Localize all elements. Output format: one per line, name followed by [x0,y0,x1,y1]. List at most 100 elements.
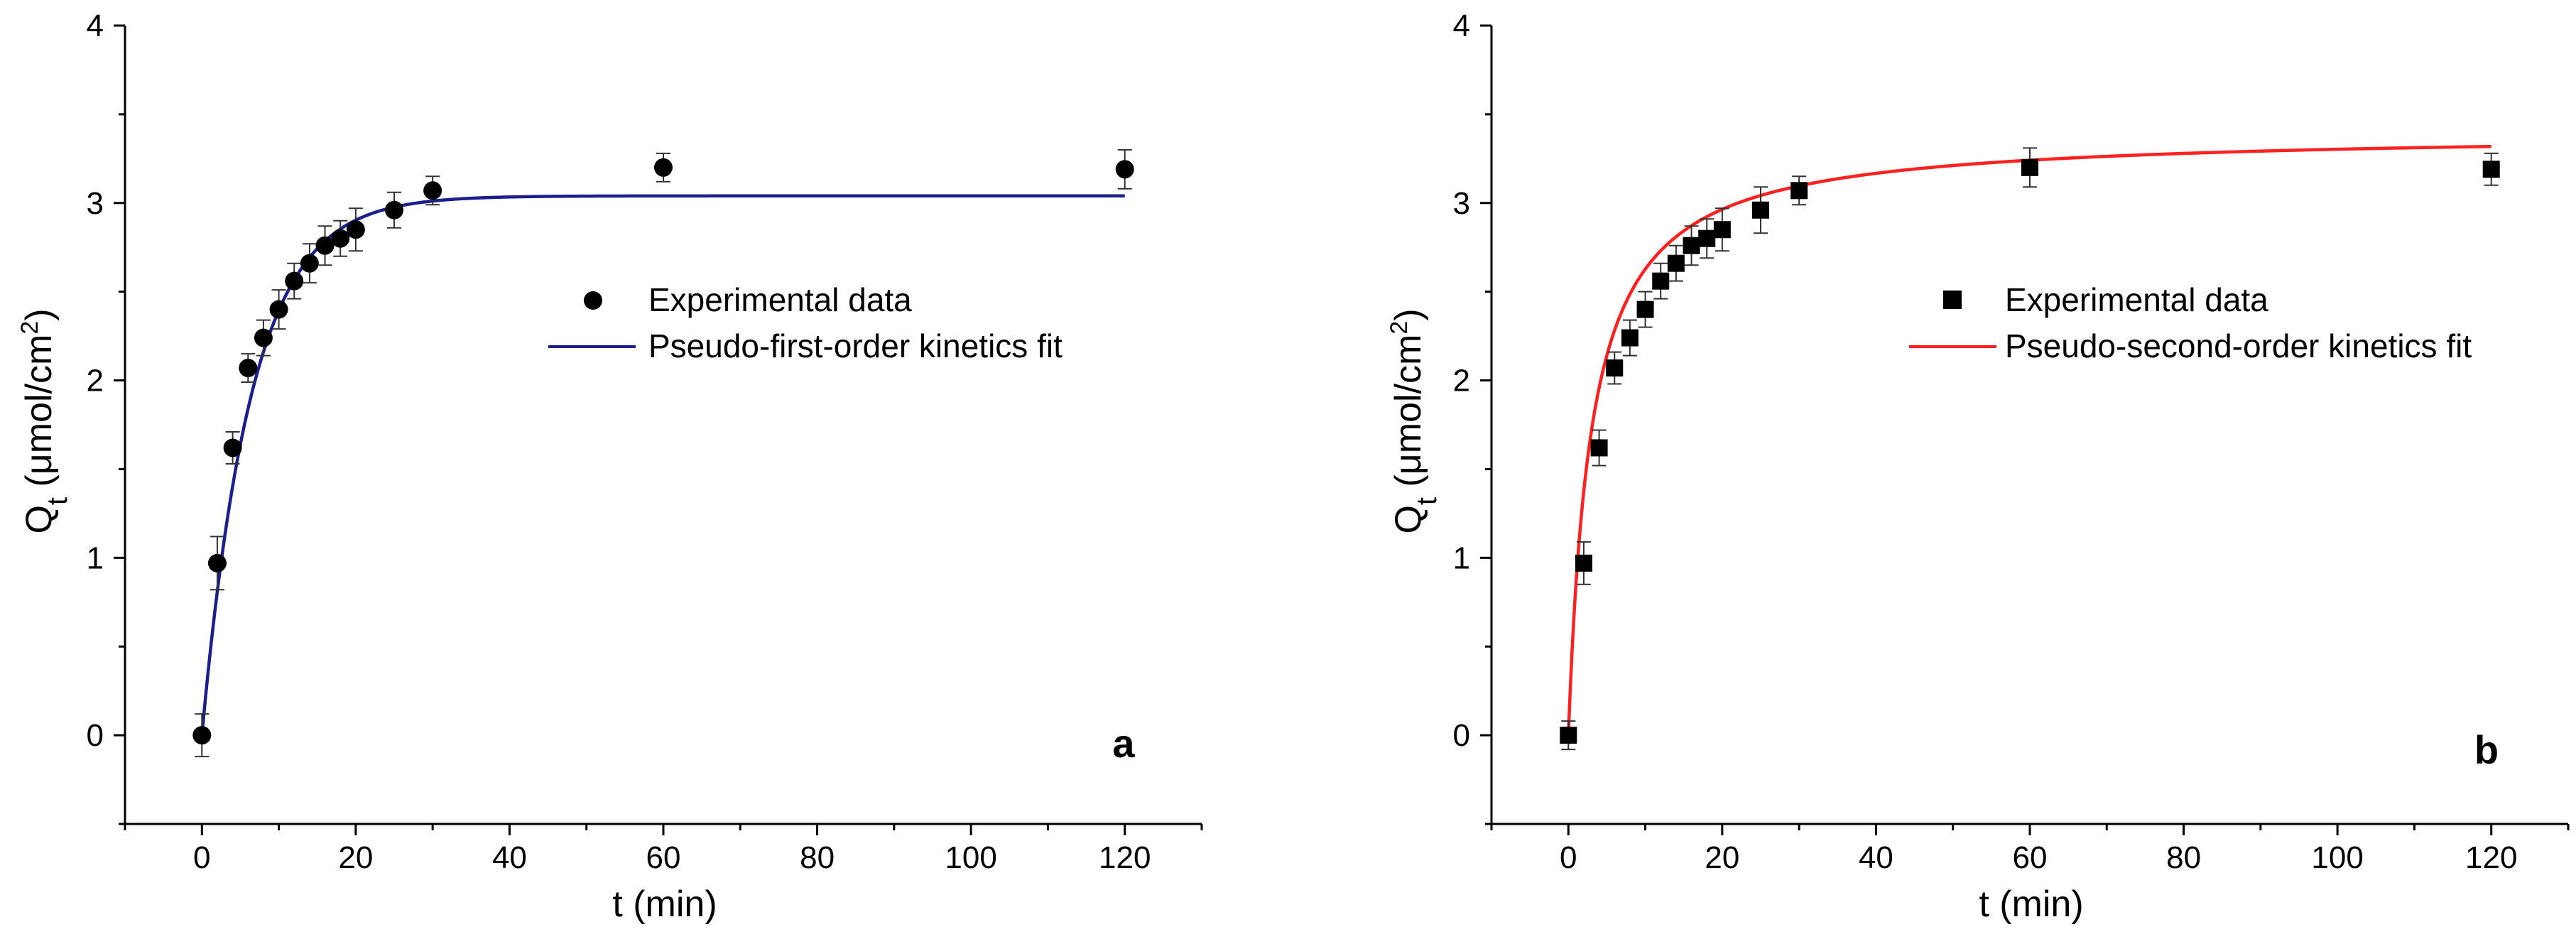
panel-b-y-title-base: Q [1388,505,1429,533]
panel-a-y-title-unit: (μmol/cm [18,335,60,497]
panel-a-data-point [192,713,212,758]
panel-b-data-point [1683,225,1700,266]
panel-b-legend: Experimental data Pseudo-second-order ki… [1909,281,2472,364]
panel-b-marker [1713,221,1731,239]
panel-b-data-point [1621,319,1638,357]
panel-a-fit-curve [200,194,1125,736]
panel-a-legend-marker-icon [584,291,602,310]
panel-a-data-point [207,536,227,591]
panel-a-data-point [239,353,258,384]
panel-b-marker [1683,237,1700,254]
panel-b-marker [1667,254,1685,272]
panel-b-marker [1752,201,1769,219]
panel-b-x-tick-label: 80 [2166,840,2201,875]
panel-a-data-point [331,219,350,257]
panel-a-axes: 0 20 40 60 80 100 120 0 1 2 3 4 [87,9,1203,875]
panel-b-legend-entry-fit: Pseudo-second-order kinetics fit [2005,327,2472,364]
panel-a-fit-layer [200,194,1125,736]
panel-b-x-tick-label: 0 [1560,840,1577,875]
panel-b-marker [1575,554,1592,572]
panel-a-marker [315,236,335,255]
panel-b-data-point [1667,244,1685,282]
panel-b-y-tick-label: 3 [1453,186,1470,221]
panel-a-marker [423,181,442,200]
panel-b-data-point [1636,291,1654,328]
panel-b-marker [2482,161,2500,178]
panel-a: 0 20 40 60 80 100 120 0 1 2 3 4 Experimental data P… [16,9,1203,925]
panel-a-y-tick-label: 2 [87,364,104,398]
panel-b-legend-entry-data: Experimental data [2005,281,2268,318]
panel-a-data-point [300,243,319,284]
panel-a-label: a [1112,721,1135,766]
panel-b-y-tick-label: 2 [1453,364,1470,398]
panel-a-marker [223,438,242,457]
panel-b-x-tick-label: 40 [1859,840,1893,875]
panel-a-x-axis-title: t (min) [612,884,717,925]
panel-a-data-point [423,175,442,206]
panel-b-marker [1560,727,1577,744]
panel-b-y-title-unit: (μmol/cm [1388,335,1429,497]
panel-b-x-axis-title: t (min) [1979,884,2083,925]
panel-b-data-point [1606,351,1624,385]
panel-a-marker [239,359,258,378]
panel-a-data-point [385,191,403,229]
panel-a-data-point [346,207,365,252]
panel-a-marker [654,158,673,177]
panel-a-data-point [654,152,673,183]
panel-b-data-point [2482,152,2500,186]
panel-a-x-tick-label: 20 [338,840,373,875]
panel-a-y-title-close: ) [18,308,60,320]
panel-b-x-tick-label: 120 [2465,840,2517,875]
panel-a-data-point [269,289,288,330]
panel-b-x-tick-label: 100 [2311,840,2363,875]
panel-a-marker [331,229,350,248]
panel-b-data-point [1575,541,1592,585]
panel-a-marker [269,300,288,319]
panel-a-x-tick-label: 40 [492,840,527,875]
panel-a-data-point [254,319,273,357]
panel-a-data-point [315,225,335,266]
panel-b-points-layer [1560,147,2500,751]
panel-b-marker [1606,359,1624,377]
panel-a-x-tick-label: 60 [646,840,681,875]
panel-b-label: b [2474,727,2499,772]
panel-a-marker [285,271,304,291]
panel-a-legend-entry-data: Experimental data [648,281,912,318]
panel-b-data-point [1560,720,1577,751]
panel-a-marker [1115,160,1134,179]
panel-b-x-tick-label: 60 [2013,840,2048,875]
panel-b-marker [1590,439,1608,457]
panel-b-marker [1790,182,1808,200]
panel-a-x-tick-label: 120 [1099,840,1151,875]
panel-a-x-tick-label: 80 [800,840,835,875]
panel-a-y-tick-label: 1 [87,541,104,575]
panel-a-marker [385,200,403,219]
panel-b-y-title-sub: t [1411,497,1442,505]
panel-b-data-point [1752,186,1769,234]
panel-b-legend-marker-icon [1943,291,1962,309]
panel-a-y-tick-label: 4 [87,9,104,43]
panel-a-legend-entry-fit: Pseudo-first-order kinetics fit [648,327,1063,364]
panel-b-axes: 0 20 40 60 80 100 120 0 1 2 3 4 [1453,9,2570,875]
panel-a-points-layer [192,148,1134,758]
panel-b-y-title-sup: 2 [1386,321,1413,335]
panel-a-y-title-sup: 2 [16,321,43,335]
panel-a-y-title-sub: t [42,497,73,505]
panel-a-x-tick-label: 100 [945,840,996,875]
panel-b-marker [2021,158,2038,176]
panel-a-marker [300,254,319,273]
panel-a-y-title-base: Q [18,505,60,533]
panel-a-marker [254,328,273,347]
panel-b-y-tick-label: 0 [1453,718,1470,753]
panel-b-data-point [1652,262,1670,300]
panel-a-data-point [223,430,242,465]
panel-a-y-tick-label: 3 [87,186,104,221]
panel-b-y-tick-label: 1 [1453,541,1470,575]
panel-b-data-point [1790,175,1808,206]
panel-b: 0 20 40 60 80 100 120 0 1 2 3 4 Experimental data P… [1386,9,2570,925]
panel-b-marker [1636,300,1654,318]
panel-b-marker [1698,229,1716,247]
panel-a-marker [192,726,212,745]
panel-b-y-tick-label: 4 [1453,9,1470,43]
